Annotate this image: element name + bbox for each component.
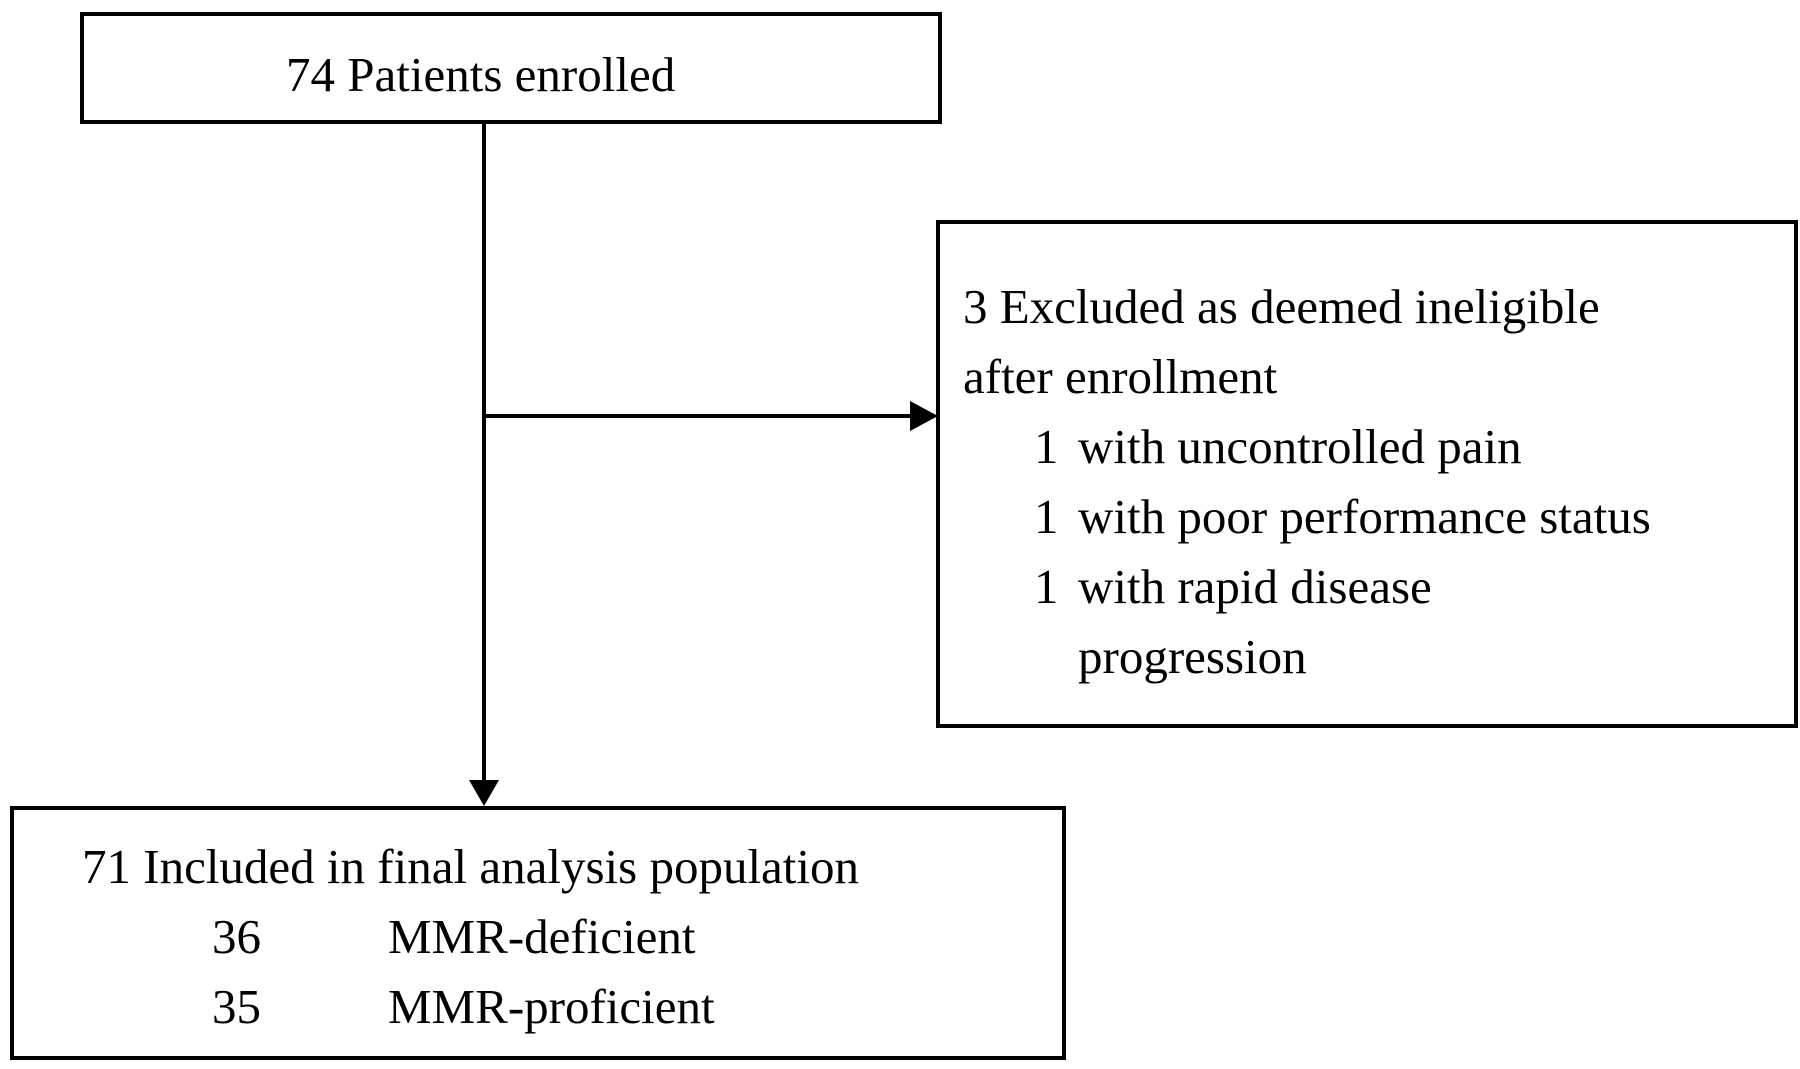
exclusion-reason-text: with rapid disease: [1078, 559, 1432, 614]
enrolled-text: 74 Patients enrolled: [286, 47, 676, 102]
exclusion-reason-text: with uncontrolled pain: [1078, 419, 1522, 474]
group-count: 36: [212, 909, 261, 964]
group-label: MMR-deficient: [388, 909, 696, 964]
exclusion-reason-text: with poor performance status: [1078, 489, 1651, 544]
excluded-heading-line2: after enrollment: [963, 349, 1278, 404]
group-count: 35: [212, 979, 261, 1034]
exclusion-reason-continuation: progression: [1078, 629, 1307, 684]
enrolled-box: 74 Patients enrolled: [80, 12, 942, 124]
group-label: MMR-proficient: [388, 979, 715, 1034]
included-box: 71 Included in final analysis population…: [10, 806, 1066, 1060]
arrowhead-right: [910, 401, 938, 431]
exclusion-reason-count: 1: [1034, 559, 1059, 614]
excluded-heading-line1: 3 Excluded as deemed ineligible: [963, 279, 1600, 334]
excluded-box: 3 Excluded as deemed ineligible after en…: [936, 220, 1798, 728]
exclusion-reason-count: 1: [1034, 419, 1059, 474]
included-heading: 71 Included in final analysis population: [82, 839, 860, 894]
arrowhead-down: [469, 780, 499, 806]
exclusion-reason-count: 1: [1034, 489, 1059, 544]
